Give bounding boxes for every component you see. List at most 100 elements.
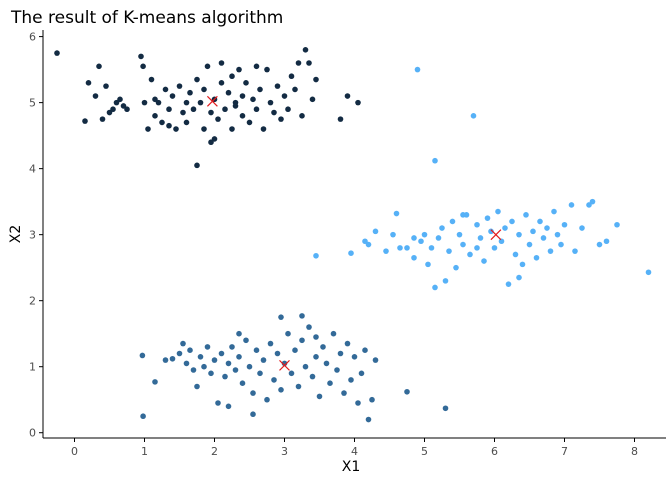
cluster-1-point [274,83,281,89]
cluster-3-point [596,241,603,248]
cluster-2-point [285,330,291,337]
cluster-1-point [215,116,221,122]
cluster-1-point [145,126,151,132]
cluster-1-point [229,126,235,132]
cluster-2-point [190,367,197,373]
cluster-1-point [159,119,165,126]
cluster-1-point [176,83,183,89]
cluster-2-point [225,360,232,367]
y-tick-label: 4 [29,163,36,176]
cluster-3-point [432,284,438,291]
cluster-1-point [183,119,190,126]
cluster-2-point [288,370,295,377]
cluster-2-point [274,350,281,357]
cluster-3-point [449,218,456,225]
cluster-1-point [250,96,256,103]
cluster-1-point [218,80,225,86]
cluster-2-point [278,387,284,393]
cluster-2-point [264,396,270,403]
cluster-1-point [85,80,92,86]
y-axis-title: X2 [8,225,24,244]
cluster-2-point [260,357,267,363]
x-tick-label: 6 [491,445,498,458]
x-axis-title: X1 [342,459,361,475]
cluster-2-point [232,367,239,373]
cluster-3-point [554,231,561,238]
centroid-cross-stroke [490,229,502,241]
cluster-2-point [169,355,176,362]
cluster-1-point [92,93,99,99]
cluster-1-point [194,76,200,83]
y-tick-label: 5 [29,97,36,110]
x-ticks: 0 1 2 3 4 5 6 7 8 [71,438,638,458]
cluster-2-point [197,353,204,360]
cluster-1-point [208,139,214,146]
centroid-marker-2 [279,359,290,371]
cluster-1-point [239,93,246,99]
cluster-2-point [271,377,277,383]
x-tick-label: 8 [631,445,638,458]
cluster-1-point [337,116,344,122]
cluster-2-point [243,337,249,344]
cluster-3-point [586,202,592,208]
cluster-2-point [358,370,365,377]
cluster-3-point [390,231,396,238]
cluster-3-point [572,248,578,254]
cluster-2-point [323,360,330,367]
cluster-3-point [488,228,494,235]
cluster-2-point [236,353,242,360]
cluster-2-point [292,347,298,353]
cluster-3-point [425,261,431,268]
cluster-1-point [355,99,361,106]
cluster-3-point [530,228,536,235]
centroid-marker-3 [490,229,502,241]
cluster-1-point [197,99,204,106]
cluster-1-point [225,89,232,96]
cluster-1-point [152,113,158,119]
cluster-3-point [474,245,480,251]
cluster-2-point [355,400,361,406]
cluster-2-point [351,353,358,360]
cluster-3-point [404,245,410,251]
cluster-3-point [537,218,543,225]
cluster-3-point [603,238,610,245]
cluster-2-point [327,380,333,387]
cluster-1-point [211,136,218,142]
cluster-1-point [190,106,197,113]
cluster-1-point [148,76,155,83]
cluster-3-point [526,241,533,248]
y-tick-label: 0 [29,427,36,440]
cluster-3-point [467,251,473,258]
y-tick-label: 3 [29,229,36,242]
cluster-1-point [271,109,277,116]
cluster-1-point [302,47,309,53]
cluster-3-point [414,66,421,73]
cluster-3-point [428,245,435,251]
cluster-2-point [369,396,375,403]
centroids-layer [206,95,502,371]
cluster-1-point [162,86,169,93]
y-tick-label: 1 [29,361,36,374]
cluster-2-point [239,380,246,387]
cluster-2-point [250,390,256,396]
cluster-3-point [313,252,319,259]
cluster-1-point [278,116,284,122]
cluster-3-point [519,261,526,268]
cluster-2-point [257,370,263,377]
cluster-3-point [645,269,652,276]
cluster-3-point [509,218,515,225]
cluster-1-point [152,96,158,103]
cluster-3-point [442,278,449,284]
cluster-3-point [502,225,508,231]
x-tick-label: 0 [71,445,78,458]
cluster-3-point [579,225,585,231]
cluster-3-point [484,215,491,221]
cluster-2-point [183,360,190,367]
cluster-1-point [243,80,249,86]
cluster-2-point [208,370,214,377]
cluster-1-point [106,109,113,116]
cluster-2-point [316,393,323,400]
chart-title: The result of K-means algorithm [10,8,283,28]
centroid-cross-stroke [206,95,218,107]
